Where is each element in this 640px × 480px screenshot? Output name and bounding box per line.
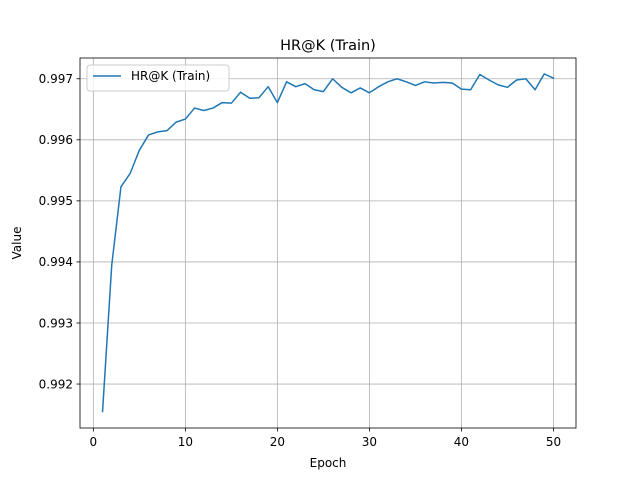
chart-title: HR@K (Train) xyxy=(280,38,376,54)
x-tick-label: 30 xyxy=(362,435,377,449)
x-tick-label: 50 xyxy=(546,435,561,449)
legend-box xyxy=(86,64,230,92)
y-axis-ticks: 0.992 0.993 0.994 0.995 0.996 0.997 xyxy=(39,72,80,391)
y-tick-label: 0.992 xyxy=(39,377,73,391)
x-axis-ticks: 0 10 20 30 40 50 xyxy=(90,428,561,449)
legend: HR@K (Train) xyxy=(86,64,230,92)
x-tick-label: 20 xyxy=(270,435,285,449)
y-tick-label: 0.995 xyxy=(39,194,73,208)
series-line-hr-at-k-train xyxy=(101,73,555,413)
series-layer xyxy=(101,73,555,413)
x-tick-label: 10 xyxy=(178,435,193,449)
grid xyxy=(80,58,576,428)
x-axis-label: Epoch xyxy=(310,456,347,470)
x-tick-label: 0 xyxy=(90,435,98,449)
y-axis-label: Value xyxy=(10,227,24,260)
y-tick-label: 0.996 xyxy=(39,133,73,147)
y-tick-label: 0.997 xyxy=(39,72,73,86)
y-tick-label: 0.993 xyxy=(39,316,73,330)
y-tick-label: 0.994 xyxy=(39,255,73,269)
legend-label-hr-at-k-train: HR@K (Train) xyxy=(131,69,210,83)
axes-frame xyxy=(79,57,577,429)
x-tick-label: 40 xyxy=(454,435,469,449)
